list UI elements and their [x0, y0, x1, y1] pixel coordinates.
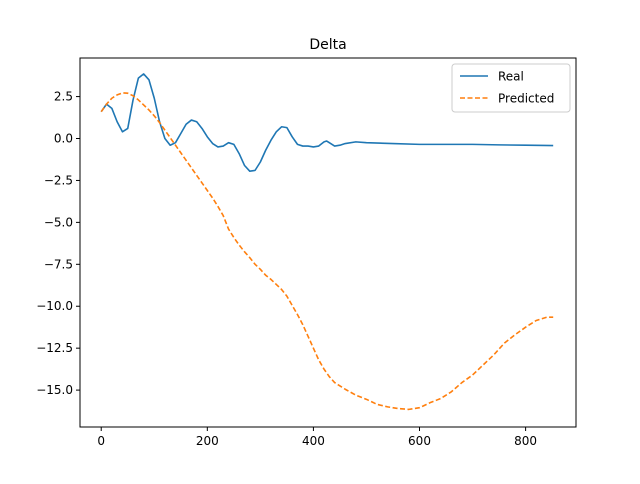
legend-label-predicted: Predicted: [498, 92, 554, 106]
plot-frame: [79, 57, 577, 428]
x-axis: 0 200 400 600 800: [97, 427, 537, 448]
y-tick-label: −10.0: [36, 299, 73, 313]
legend: Real Predicted: [451, 63, 571, 113]
x-tick-label: 0: [97, 434, 105, 448]
y-tick-label: 0.0: [54, 132, 73, 146]
x-tick-label: 600: [408, 434, 431, 448]
y-tick-label: 2.5: [54, 90, 73, 104]
y-tick-label: −5.0: [44, 215, 73, 229]
x-tick-label: 800: [514, 434, 537, 448]
x-tick-label: 200: [196, 434, 219, 448]
series-layer: [100, 73, 554, 411]
chart-title: Delta: [309, 37, 346, 53]
series-line-real: [100, 73, 554, 173]
y-tick-label: −15.0: [36, 383, 73, 397]
legend-label-real: Real: [498, 70, 524, 84]
y-tick-label: −12.5: [36, 341, 73, 355]
y-axis: 2.5 0.0 −2.5 −5.0 −7.5 −10.0 −12.5 −15.0: [36, 90, 80, 397]
x-tick-label: 400: [302, 434, 325, 448]
y-tick-label: −7.5: [44, 257, 73, 271]
y-tick-label: −2.5: [44, 173, 73, 187]
series-line-predicted: [100, 92, 554, 411]
